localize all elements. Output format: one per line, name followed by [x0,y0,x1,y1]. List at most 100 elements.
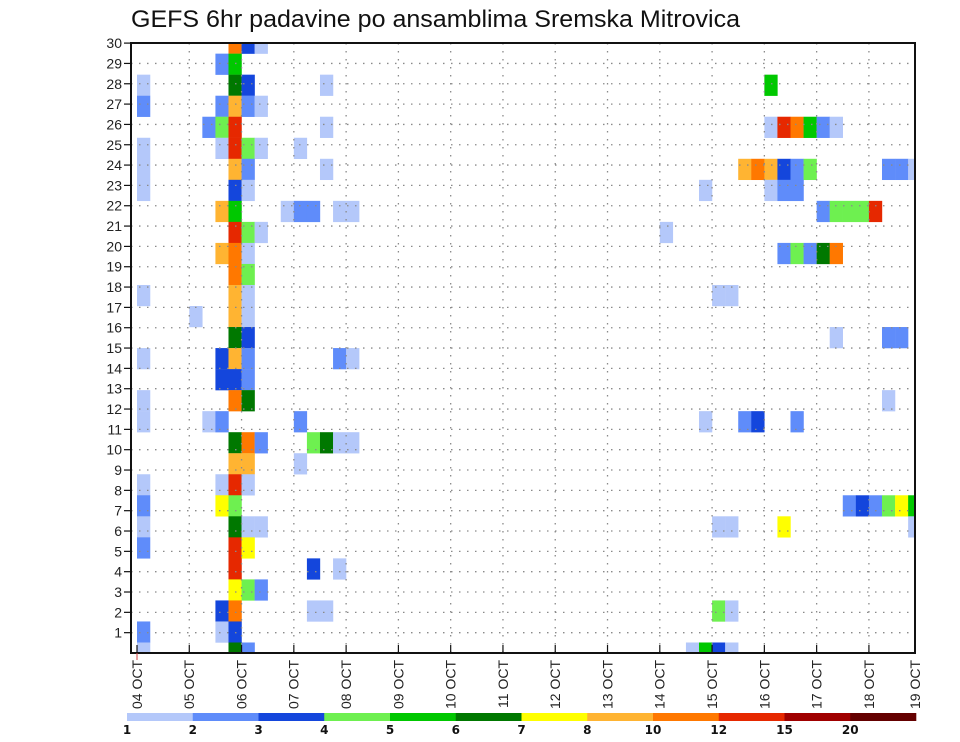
heatmap-cell [241,474,255,496]
heatmap-cell [319,432,334,454]
colorbar-swatch [455,713,522,721]
x-tick-label: 19 OCT [907,660,923,709]
heatmap-cell [816,242,830,265]
heatmap-cell [241,95,255,117]
colorbar-label: 2 [189,723,197,737]
heatmap-cell [829,116,843,138]
heatmap-cell [685,642,700,653]
heatmap-cell [215,495,229,517]
heatmap-cell [228,474,242,496]
heatmap-cell [215,53,229,75]
heatmap-cell [790,179,804,202]
colorbar-label: 6 [452,723,460,737]
heatmap-cell [346,348,360,370]
heatmap-cell [137,74,151,96]
y-tick-label: 7 [114,503,122,519]
heatmap-cell [751,411,765,433]
heatmap-cell [908,158,915,181]
y-tick-label: 9 [114,462,122,478]
heatmap-cell [137,642,151,653]
heatmap-cell [254,95,268,117]
heatmap-cell [895,327,909,349]
x-tick-label: 18 OCT [861,660,877,709]
y-tick-label: 17 [106,299,122,315]
heatmap-cell [306,432,321,454]
heatmap-cell [764,179,778,202]
y-tick-label: 21 [106,218,122,234]
heatmap-cell [228,74,242,96]
heatmap-cell [725,284,739,307]
heatmap-cell [306,200,321,223]
heatmap-cell [228,579,242,601]
heatmap-cell [241,642,255,653]
heatmap-cell [725,600,739,622]
heatmap-cell [738,158,752,181]
y-tick-label: 25 [106,137,122,153]
heatmap-cell [228,390,242,412]
heatmap-cell [137,390,151,412]
heatmap-cell [333,200,347,223]
heatmap-cell [241,432,255,454]
colorbar-swatch [587,713,654,721]
heatmap-cell [215,95,229,117]
heatmap-cell [228,95,242,117]
colorbar-swatch [521,713,588,721]
heatmap-cell [241,390,255,412]
heatmap-cell [254,137,268,159]
heatmap-cell [228,137,242,159]
x-tick-label: 12 OCT [547,660,563,709]
heatmap-cell [319,116,334,138]
y-tick-label: 16 [106,320,122,336]
x-tick-label: 07 OCT [286,660,302,709]
heatmap-cell [137,158,151,181]
x-tick-label: 16 OCT [756,660,772,709]
colorbar-label: 10 [645,723,662,737]
heatmap-cell [137,621,151,643]
heatmap-cell [699,642,713,653]
heatmap-cell [790,242,804,265]
heatmap-cell [712,600,726,622]
heatmap-cell [241,579,255,601]
colorbar-swatch [850,713,917,721]
colorbar-label: 3 [254,723,262,737]
heatmap-cell [842,200,857,223]
heatmap-cell [137,474,151,496]
heatmap-cell [738,411,752,433]
heatmap-cell [803,242,817,265]
x-tick-label: 14 OCT [652,660,668,709]
y-tick-label: 4 [114,564,122,580]
heatmap-cell [868,200,883,223]
heatmap-cell [137,411,151,433]
x-tick-label: 08 OCT [338,660,354,709]
colorbar-swatch [127,713,194,721]
y-tick-label: 1 [114,625,122,641]
heatmap-cell [895,495,909,517]
colorbar-label: 12 [710,723,727,737]
chart-title: GEFS 6hr padavine po ansamblima Sremska … [131,6,741,33]
heatmap-cell [215,200,229,223]
heatmap-cell [228,432,242,454]
heatmap-cell [228,558,242,580]
heatmap-cell [228,43,242,54]
heatmap-cell [228,537,242,559]
heatmap-cell [725,516,739,538]
heatmap-cell [228,200,242,223]
heatmap-cell [241,74,255,96]
x-tick-label: 17 OCT [809,660,825,709]
colorbar-swatch [784,713,851,721]
x-tick-label: 04 OCT [129,660,145,709]
heatmap-cell [228,284,242,307]
heatmap-cell [319,600,334,622]
heatmap-cell [241,327,255,349]
heatmap-cell [777,116,791,138]
heatmap-cell [228,242,242,265]
heatmap-cell [241,179,255,202]
heatmap-cell [137,516,151,538]
heatmap-cell [333,558,347,580]
heatmap-cell [202,116,216,138]
heatmap-cell [137,137,151,159]
y-tick-label: 18 [106,279,122,295]
heatmap-cell [254,516,268,538]
heatmap-cell [712,516,726,538]
